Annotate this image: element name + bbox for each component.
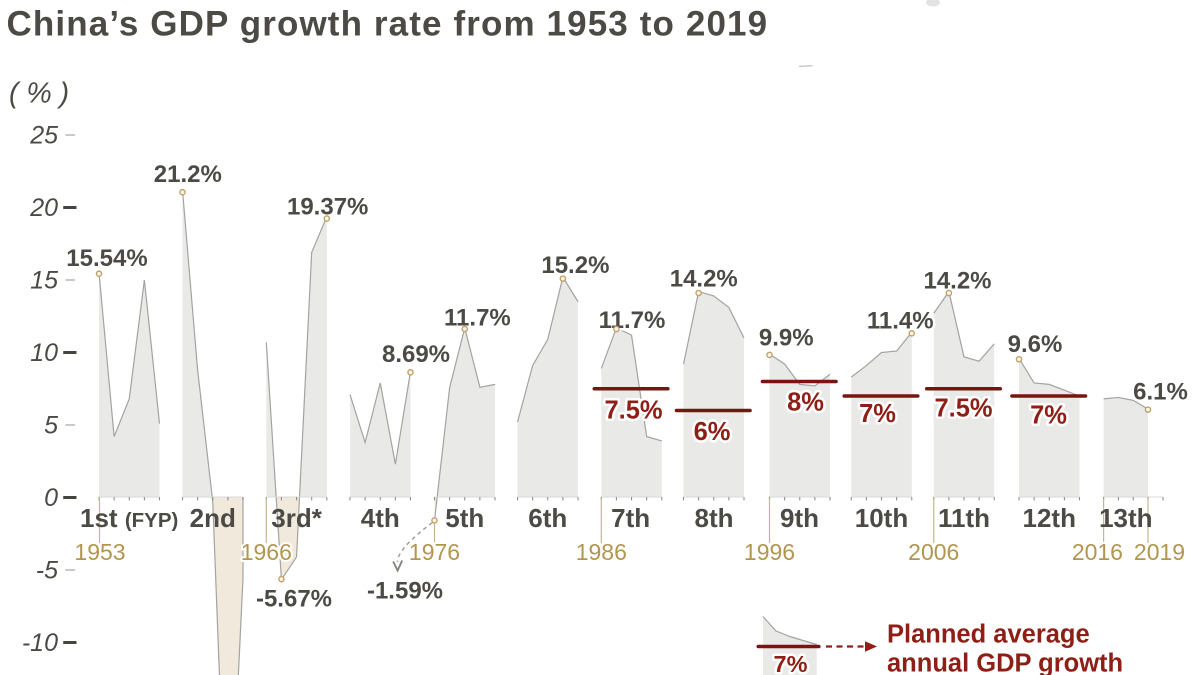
svg-text:9.9%: 9.9%	[759, 324, 814, 351]
svg-text:2019: 2019	[1134, 539, 1185, 565]
svg-text:19.37%: 19.37%	[287, 194, 368, 221]
svg-text:11.4%: 11.4%	[867, 307, 934, 334]
svg-text:7%: 7%	[774, 651, 808, 675]
svg-text:5: 5	[44, 411, 58, 439]
svg-text:10th: 10th	[855, 503, 908, 533]
svg-text:7.5%: 7.5%	[934, 395, 992, 423]
svg-text:0: 0	[44, 484, 58, 512]
svg-text:-1.59%: -1.59%	[367, 578, 443, 605]
svg-text:10: 10	[30, 339, 58, 367]
svg-text:1st (FYP): 1st (FYP)	[80, 503, 178, 533]
svg-text:11.7%: 11.7%	[444, 304, 511, 331]
svg-text:14.2%: 14.2%	[923, 267, 991, 294]
svg-text:3rd*: 3rd*	[271, 503, 322, 533]
svg-text:6th: 6th	[528, 503, 567, 533]
svg-text:11th: 11th	[938, 503, 990, 533]
svg-text:4th: 4th	[361, 503, 400, 533]
svg-text:1976: 1976	[409, 539, 460, 565]
svg-text:25: 25	[29, 121, 58, 149]
svg-text:9th: 9th	[780, 503, 819, 533]
svg-text:7.5%: 7.5%	[604, 397, 662, 425]
svg-text:1996: 1996	[744, 539, 795, 565]
svg-text:20: 20	[29, 194, 58, 222]
svg-text:2nd: 2nd	[190, 503, 236, 533]
svg-text:-10: -10	[22, 629, 58, 657]
svg-text:1953: 1953	[74, 539, 125, 565]
svg-text:7th: 7th	[611, 503, 650, 533]
svg-text:( % ): ( % )	[9, 78, 69, 110]
svg-text:Planned average: Planned average	[887, 621, 1090, 649]
svg-text:13th: 13th	[1099, 503, 1152, 533]
svg-text:7%: 7%	[859, 400, 896, 428]
svg-text:15.54%: 15.54%	[66, 245, 147, 272]
svg-text:1986: 1986	[576, 539, 627, 565]
svg-text:2006: 2006	[908, 539, 959, 565]
svg-text:14.2%: 14.2%	[670, 265, 738, 292]
svg-text:7%: 7%	[1030, 402, 1067, 430]
svg-text:2016: 2016	[1072, 539, 1123, 565]
svg-text:15.2%: 15.2%	[541, 252, 609, 279]
svg-text:8.69%: 8.69%	[382, 341, 450, 368]
svg-text:6.1%: 6.1%	[1133, 379, 1188, 406]
svg-text:6%: 6%	[694, 418, 731, 446]
svg-text:China’s GDP growth rate from 1: China’s GDP growth rate from 1953 to 201…	[7, 5, 769, 44]
svg-text:12th: 12th	[1023, 503, 1076, 533]
svg-text:15: 15	[30, 266, 58, 294]
svg-text:5th: 5th	[445, 503, 484, 533]
svg-text:1966: 1966	[241, 539, 292, 565]
svg-text:-5: -5	[36, 556, 58, 584]
svg-text:21.2%: 21.2%	[154, 161, 222, 188]
svg-text:-5.67%: -5.67%	[256, 586, 332, 613]
svg-text:11.7%: 11.7%	[599, 307, 666, 334]
svg-text:annual GDP growth: annual GDP growth	[887, 650, 1123, 675]
svg-text:9.6%: 9.6%	[1008, 331, 1063, 358]
svg-text:8th: 8th	[695, 503, 734, 533]
svg-text:8%: 8%	[787, 389, 824, 417]
